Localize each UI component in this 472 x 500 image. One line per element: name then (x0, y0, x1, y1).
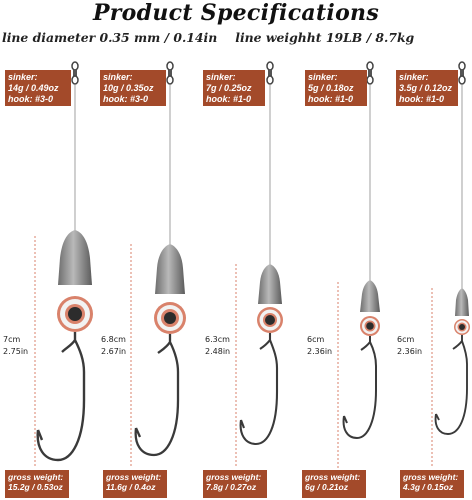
rig-2-illustration (130, 61, 186, 468)
hook-size: hook: #3-0 (103, 94, 149, 104)
hook-size: hook: #1-0 (206, 94, 252, 104)
length-cm: 6cm (397, 335, 415, 344)
sinker-label: sinker: (308, 72, 338, 82)
gross-weight-value: 6g / 0.21oz (305, 482, 348, 492)
swivel-icon (166, 61, 174, 85)
hook-icon (134, 334, 180, 457)
bead-icon (454, 319, 470, 335)
bead-icon (57, 296, 93, 332)
swivel-icon (266, 61, 274, 85)
length-cm: 6cm (307, 335, 325, 344)
rig-3-gross-weight: gross weight: 7.8g / 0.27oz (203, 470, 267, 498)
rig-3-illustration (235, 61, 283, 468)
rig-1-gross-weight: gross weight: 15.2g / 0.53oz (5, 470, 69, 498)
bead-icon (360, 316, 380, 336)
gross-weight-value: 11.6g / 0.4oz (106, 482, 156, 492)
rig-5-illustration (431, 61, 470, 468)
sinker-label: sinker: (8, 72, 38, 82)
gross-weight-value: 4.3g / 0.15oz (403, 482, 454, 492)
gross-weight-label: gross weight: (206, 472, 262, 482)
swivel-icon (458, 61, 466, 85)
line-diameter-text: line diameter 0.35 mm / 0.14in (2, 30, 218, 45)
sinker-icon (455, 288, 469, 316)
rig-1-spec-label: sinker: 14g / 0.49oz hook: #3-0 (5, 70, 71, 106)
rig-2-length: 6.8cm 2.67in (101, 334, 126, 358)
gross-weight-value: 15.2g / 0.53oz (8, 482, 63, 492)
gross-weight-value: 7.8g / 0.27oz (206, 482, 257, 492)
length-cm: 6.3cm (205, 335, 230, 344)
bead-icon (257, 307, 283, 333)
rig-5-gross-weight: gross weight: 4.3g / 0.15oz (400, 470, 464, 498)
sinker-weight: 5g / 0.18oz (308, 83, 354, 93)
rig-4-length: 6cm 2.36in (307, 334, 332, 358)
sinker-weight: 7g / 0.25oz (206, 83, 252, 93)
length-cm: 6.8cm (101, 335, 126, 344)
rig-4-illustration (337, 61, 380, 468)
hook-icon (434, 335, 468, 435)
rig-1-illustration (34, 61, 93, 468)
rig-5-length: 6cm 2.36in (397, 334, 422, 358)
length-cm: 7cm (3, 335, 21, 344)
rig-2-spec-label: sinker: 10g / 0.35oz hook: #3-0 (100, 70, 166, 106)
rig-1-length: 7cm 2.75in (3, 334, 28, 358)
line-weight-text: line weighht 19LB / 8.7kg (235, 30, 415, 45)
rig-2-gross-weight: gross weight: 11.6g / 0.4oz (103, 470, 167, 498)
length-in: 2.48in (205, 347, 231, 356)
sinker-icon (155, 244, 185, 294)
hook-icon (36, 332, 86, 462)
gross-weight-label: gross weight: (305, 472, 361, 482)
gross-weight-label: gross weight: (403, 472, 459, 482)
sinker-label: sinker: (206, 72, 236, 82)
sinker-weight: 14g / 0.49oz (8, 83, 59, 93)
hook-icon (342, 336, 377, 440)
length-in: 2.67in (101, 347, 127, 356)
swivel-icon (366, 61, 374, 85)
gross-weight-label: gross weight: (8, 472, 64, 482)
sinker-label: sinker: (103, 72, 133, 82)
hook-size: hook: #3-0 (8, 94, 54, 104)
length-in: 2.36in (397, 347, 423, 356)
sinker-icon (258, 264, 282, 304)
rig-3-spec-label: sinker: 7g / 0.25oz hook: #1-0 (203, 70, 265, 106)
hook-icon (239, 333, 279, 446)
sinker-weight: 10g / 0.35oz (103, 83, 154, 93)
rig-5-spec-label: sinker: 3.5g / 0.12oz hook: #1-0 (396, 70, 458, 106)
sinker-label: sinker: (399, 72, 429, 82)
page-title: Product Specifications (92, 0, 380, 26)
spec-subtitle: line diameter 0.35 mm / 0.14in line weigh… (2, 30, 414, 45)
hook-size: hook: #1-0 (399, 94, 445, 104)
bead-icon (154, 302, 186, 334)
length-in: 2.36in (307, 347, 333, 356)
hook-size: hook: #1-0 (308, 94, 354, 104)
rig-4-gross-weight: gross weight: 6g / 0.21oz (302, 470, 366, 498)
rig-3-length: 6.3cm 2.48in (205, 334, 230, 358)
gross-weight-label: gross weight: (106, 472, 162, 482)
rig-4-spec-label: sinker: 5g / 0.18oz hook: #1-0 (305, 70, 367, 106)
sinker-icon (58, 230, 92, 285)
length-in: 2.75in (3, 347, 29, 356)
sinker-icon (360, 280, 380, 312)
swivel-icon (71, 61, 79, 85)
sinker-weight: 3.5g / 0.12oz (399, 83, 453, 93)
